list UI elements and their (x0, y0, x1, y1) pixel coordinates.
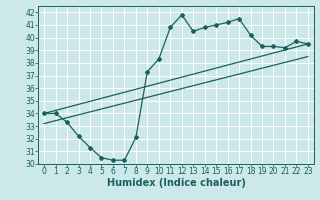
X-axis label: Humidex (Indice chaleur): Humidex (Indice chaleur) (107, 178, 245, 188)
